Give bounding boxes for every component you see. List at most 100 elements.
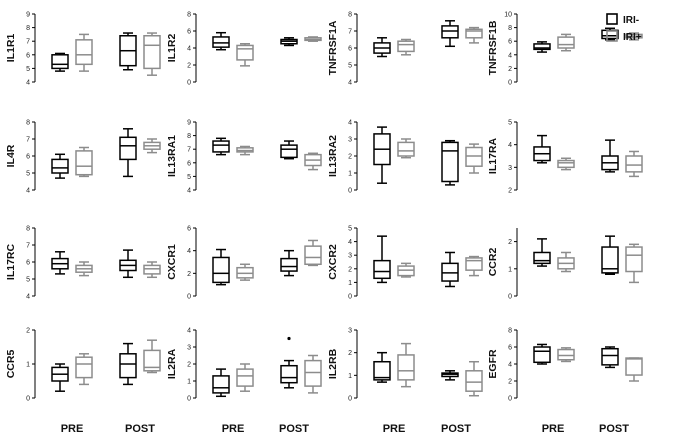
box-tnfrsf1b-iri-pre (557, 33, 575, 52)
box-egfr-iri-post-iqr (625, 357, 643, 376)
box-tnfrsf1a-iri-post (441, 20, 459, 48)
box-il1r1-iri-pre-iqr (75, 39, 93, 66)
panel-il13ra2: 0 1 2 3 4 IL13RA2 (327, 120, 483, 195)
box-cxcr1-iri-pre-iqr (212, 256, 230, 284)
box-cxcr1-iri-pre (212, 248, 230, 286)
box-ccr5-iri-post-iqr (119, 353, 137, 379)
box-ccr2-iri-pre (533, 238, 551, 267)
box-il4r-iri-post (119, 128, 137, 178)
box-il2rb-iri-pre-iqr (373, 360, 391, 381)
y-tick-label-tnfrsf1b-2: 4 (508, 52, 512, 59)
y-tick-label-il4r-2: 6 (26, 154, 30, 161)
box-il1r1-iri-post-iqr (143, 35, 161, 70)
box-il1r2-iri-post (304, 36, 322, 42)
panel-ccr5: 0 1 2 CCR5 (5, 328, 161, 403)
x-category-labels: PRE POST PRE POST PRE POST PRE POST (61, 423, 630, 435)
box-il1r1-iri-post (119, 32, 137, 71)
y-tick-label-il4r-0: 4 (26, 188, 30, 195)
x-label-post-col2: POST (279, 423, 309, 435)
box-il13ra1-iri-post (304, 152, 322, 171)
y-tick-label-ccr5-2: 2 (26, 328, 30, 335)
box-il13ra2-iri-post-iqr (465, 146, 483, 167)
box-ccr2-iri-post (625, 243, 643, 284)
y-tick-label-il1r1-3: 7 (26, 39, 30, 46)
panel-il17rc: 4 5 6 7 8 IL17RC (5, 226, 161, 301)
x-label-post-col4: POST (599, 423, 629, 435)
box-il1r1-iri-pre (75, 33, 93, 72)
panel-cxcr1: 0 2 4 6 CXCR1 (166, 226, 322, 301)
box-il1r1-iri-pre-iqr (51, 54, 69, 70)
box-tnfrsf1a-iri-pre-iqr (397, 40, 415, 53)
y-tick-label-il2ra-2: 2 (187, 362, 191, 369)
box-il2ra-iri-post-iqr (304, 359, 322, 387)
y-tick-label-il13ra1-5: 9 (187, 120, 191, 127)
x-label-pre-col2: PRE (222, 423, 245, 435)
y-label-ccr5: CCR5 (5, 350, 17, 379)
x-label-pre-col4: PRE (542, 423, 565, 435)
box-ccr5-iri-pre (51, 363, 69, 392)
x-label-pre-col3: PRE (383, 423, 406, 435)
y-label-il13ra1: IL13RA1 (166, 135, 178, 177)
y-label-il1r1: IL1R1 (5, 34, 17, 63)
x-label-post-col1: POST (125, 423, 155, 435)
box-tnfrsf1a-iri-post (465, 26, 483, 44)
y-label-tnfrsf1b: TNFRSF1B (487, 20, 499, 75)
box-tnfrsf1b-iri-pre (533, 41, 551, 53)
box-il13ra2-iri-pre (397, 138, 415, 159)
y-tick-label-il2rb-0: 0 (348, 396, 352, 403)
box-il13ra2-iri-post-iqr (441, 141, 459, 183)
legend-label-iri-plus: IRI+ (623, 32, 642, 43)
x-label-pre-col1: PRE (61, 423, 84, 435)
y-tick-label-il1r1-1: 5 (26, 66, 30, 73)
box-tnfrsf1b-iri-pre-iqr (557, 36, 575, 49)
box-egfr-iri-pre (533, 343, 551, 365)
y-tick-label-il2ra-0: 0 (187, 396, 191, 403)
box-il17rc-iri-post-iqr (143, 264, 161, 275)
y-label-il4r: IL4R (5, 144, 17, 167)
box-il1r1-iri-post (143, 32, 161, 76)
box-il17ra-iri-pre-iqr (557, 159, 575, 169)
box-egfr-iri-post-iqr (601, 347, 619, 366)
box-il2rb-iri-pre (397, 342, 415, 388)
box-il17ra-iri-post (601, 139, 619, 173)
box-ccr5-iri-pre (75, 353, 93, 386)
y-tick-label-cxcr1-0: 0 (187, 294, 191, 301)
y-tick-label-cxcr1-2: 4 (187, 248, 191, 255)
box-cxcr1-iri-post-iqr (280, 257, 298, 272)
box-cxcr1-iri-post (304, 239, 322, 267)
y-tick-label-il13ra1-4: 8 (187, 133, 191, 140)
panel-cxcr2: 0 1 2 3 4 5 CXCR2 (327, 226, 483, 301)
y-tick-label-il1r1-2: 6 (26, 52, 30, 59)
y-tick-label-cxcr2-1: 1 (348, 280, 352, 287)
y-label-tnfrsf1a: TNFRSF1A (327, 20, 339, 75)
box-cxcr2-iri-post-iqr (465, 257, 483, 271)
y-tick-label-ccr2-0: 0 (508, 294, 512, 301)
y-tick-label-il1r1-0: 4 (26, 80, 30, 87)
y-tick-label-il1r2-2: 4 (187, 46, 191, 53)
y-tick-label-il1r1-4: 8 (26, 25, 30, 32)
box-il4r-iri-post-iqr (119, 136, 137, 161)
y-label-cxcr1: CXCR1 (166, 244, 178, 280)
box-il13ra1-iri-pre-iqr (212, 140, 230, 153)
y-tick-label-tnfrsf1b-1: 2 (508, 66, 512, 73)
y-tick-label-il13ra2-4: 4 (348, 120, 352, 127)
box-il1r2-iri-post (280, 37, 298, 47)
y-tick-label-ccr5-0: 0 (26, 396, 30, 403)
y-tick-label-il17ra-2: 4 (508, 142, 512, 149)
panel-il2rb: 0 1 2 3 IL2RB (327, 328, 483, 403)
y-tick-label-cxcr2-2: 2 (348, 266, 352, 273)
box-tnfrsf1a-iri-post-iqr (441, 25, 459, 39)
box-il4r-iri-pre (51, 153, 69, 179)
y-tick-label-il13ra2-0: 0 (348, 188, 352, 195)
box-il13ra1-iri-pre (236, 145, 254, 156)
y-label-il2rb: IL2RB (327, 348, 339, 379)
box-il2rb-iri-pre-iqr (397, 354, 415, 381)
box-il2ra-iri-post (304, 354, 322, 394)
y-tick-label-egfr-0: 0 (508, 396, 512, 403)
panel-ccr2: 0 1 2 CCR2 (487, 228, 643, 301)
box-il4r-iri-post (143, 138, 161, 154)
y-tick-label-il1r2-1: 2 (187, 63, 191, 70)
box-il2ra-iri-pre (236, 363, 254, 392)
y-tick-label-tnfrsf1a-4: 8 (348, 12, 352, 19)
